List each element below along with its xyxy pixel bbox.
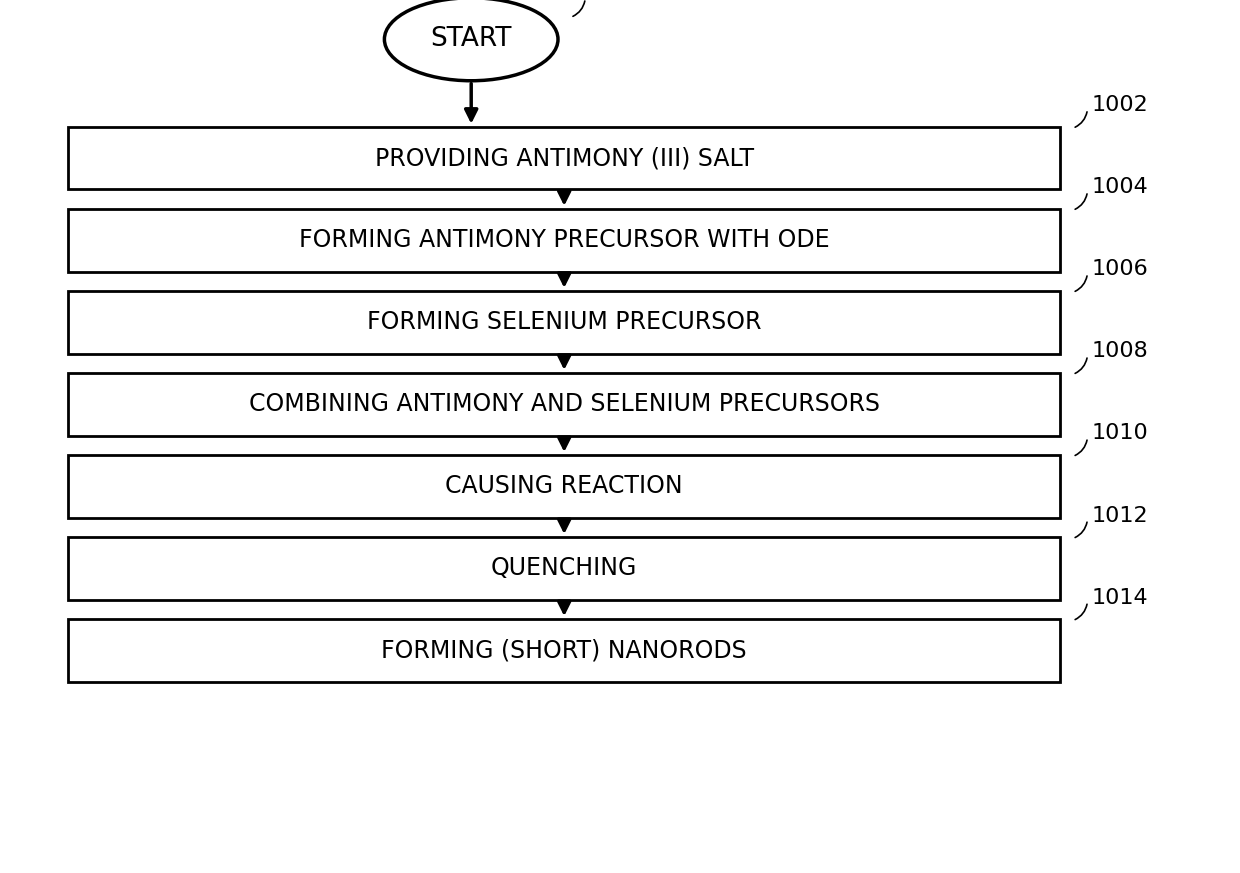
FancyBboxPatch shape <box>68 373 1060 436</box>
FancyBboxPatch shape <box>68 209 1060 272</box>
FancyBboxPatch shape <box>68 127 1060 189</box>
Text: 1008: 1008 <box>1091 341 1148 361</box>
FancyBboxPatch shape <box>68 537 1060 600</box>
Text: FORMING (SHORT) NANORODS: FORMING (SHORT) NANORODS <box>382 638 746 663</box>
Text: START: START <box>430 26 512 52</box>
Text: 1012: 1012 <box>1091 505 1148 526</box>
Text: 1014: 1014 <box>1091 588 1148 608</box>
Text: 1010: 1010 <box>1091 423 1148 443</box>
Text: QUENCHING: QUENCHING <box>491 556 637 581</box>
Text: 1004: 1004 <box>1091 177 1148 197</box>
FancyBboxPatch shape <box>68 455 1060 518</box>
Text: FORMING ANTIMONY PRECURSOR WITH ODE: FORMING ANTIMONY PRECURSOR WITH ODE <box>299 228 830 252</box>
Text: 1002: 1002 <box>1091 95 1148 115</box>
Text: 1006: 1006 <box>1091 259 1148 279</box>
Text: PROVIDING ANTIMONY (III) SALT: PROVIDING ANTIMONY (III) SALT <box>374 146 754 170</box>
Ellipse shape <box>384 0 558 81</box>
Text: COMBINING ANTIMONY AND SELENIUM PRECURSORS: COMBINING ANTIMONY AND SELENIUM PRECURSO… <box>249 392 879 416</box>
FancyBboxPatch shape <box>68 291 1060 354</box>
Text: 1000: 1000 <box>589 0 646 4</box>
Text: FORMING SELENIUM PRECURSOR: FORMING SELENIUM PRECURSOR <box>367 310 761 334</box>
FancyBboxPatch shape <box>68 619 1060 682</box>
Text: CAUSING REACTION: CAUSING REACTION <box>445 474 683 498</box>
